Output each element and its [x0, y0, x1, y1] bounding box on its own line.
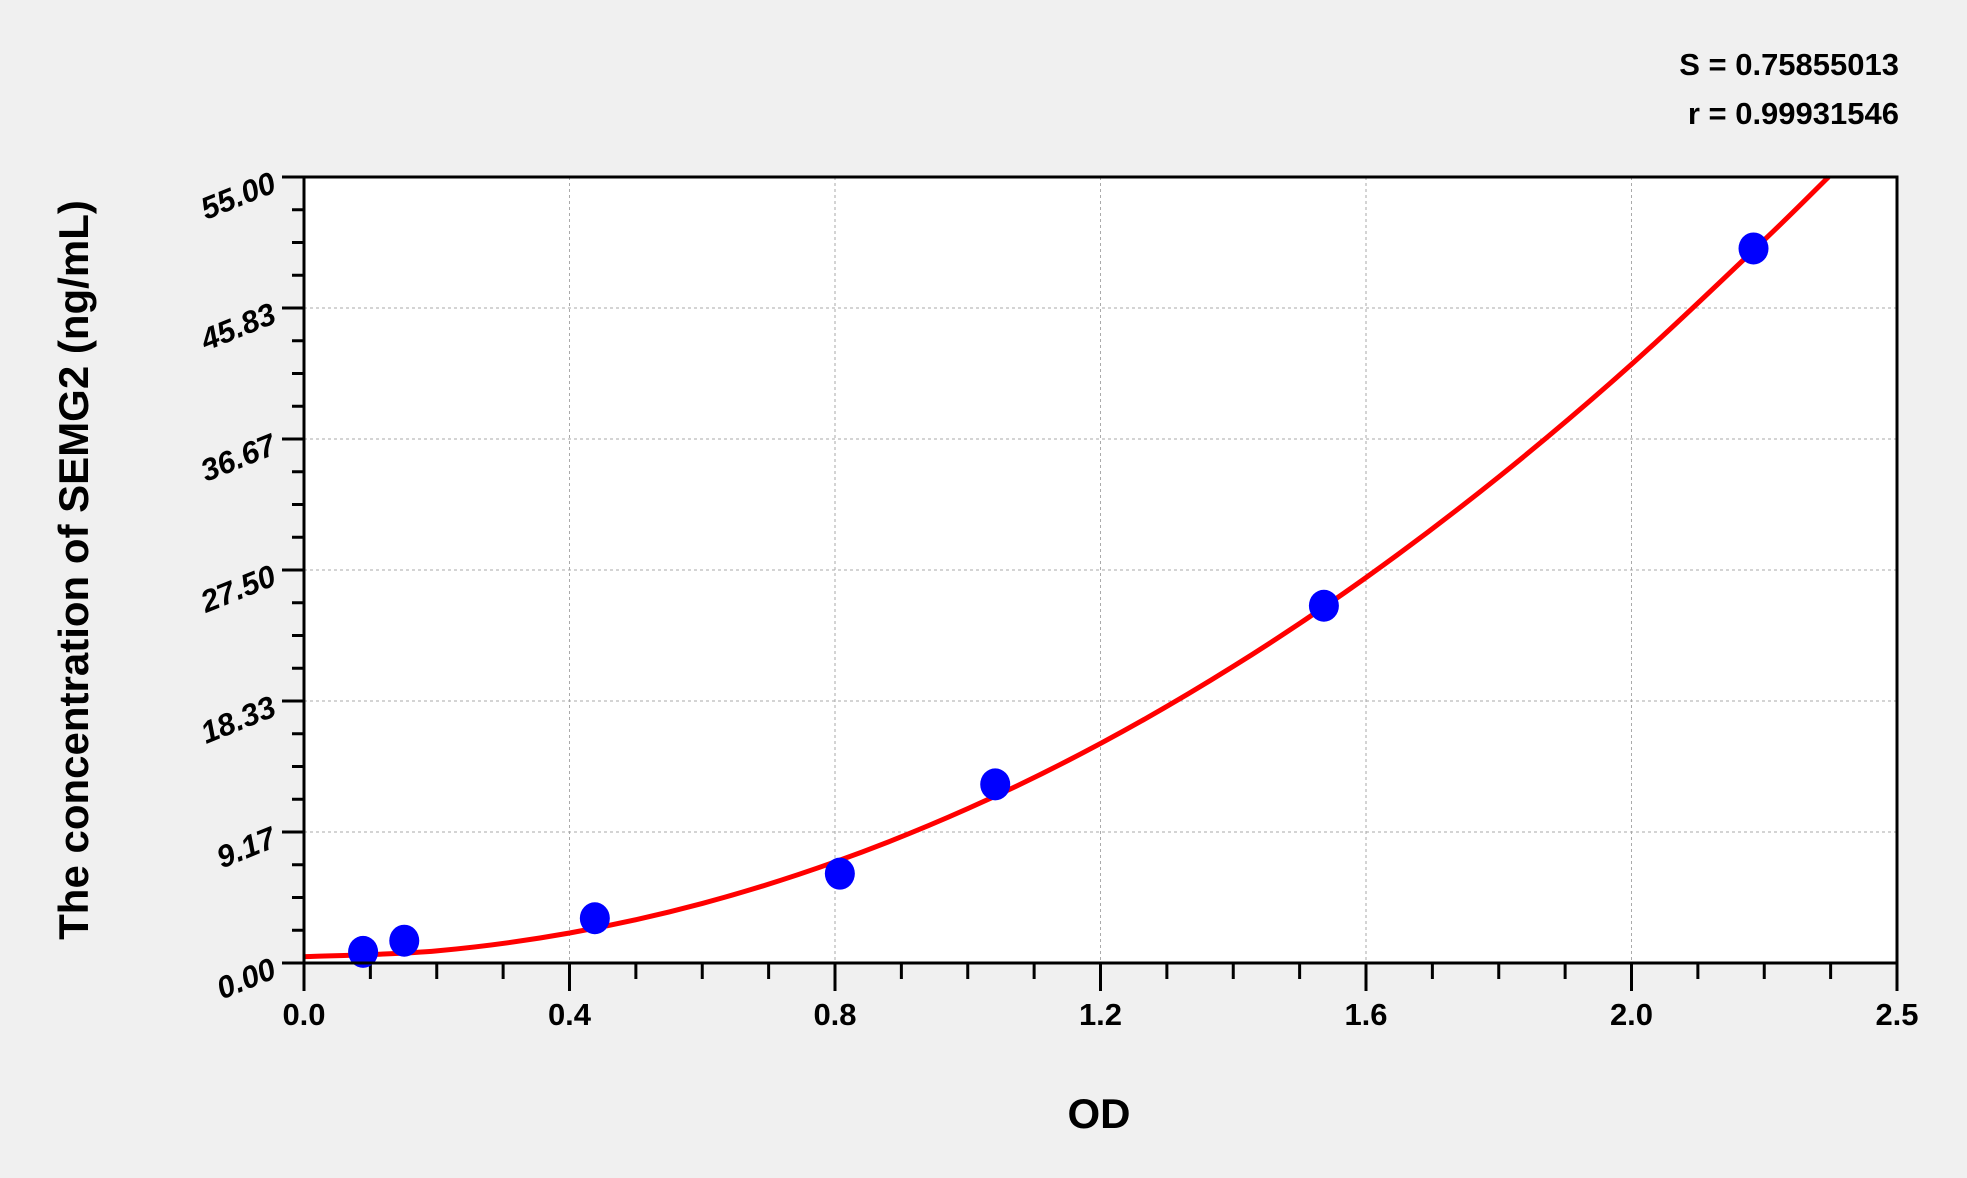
fit-curve [303, 175, 1831, 960]
y-tick-label: 55.00 [196, 165, 281, 227]
x-tick-label: 1.6 [1344, 997, 1387, 1032]
y-tick-label: 36.67 [196, 426, 283, 488]
x-tick-label: 2.5 [1875, 997, 1918, 1032]
x-tick-label: 0.0 [282, 997, 325, 1032]
y-tick-label: 27.50 [195, 558, 281, 620]
data-point [579, 902, 610, 935]
y-axis-label: The concentration of SEMG2 (ng/mL) [50, 200, 97, 940]
annotation-r: r = 0.99931546 [1688, 96, 1899, 131]
x-tick-label: 2.0 [1610, 997, 1653, 1032]
data-point [389, 924, 420, 957]
data-point [824, 857, 855, 890]
x-tick-label: 0.8 [813, 997, 856, 1032]
annotation-s: S = 0.75855013 [1679, 47, 1899, 82]
y-tick-label: 9.17 [212, 819, 283, 875]
x-tick-label: 1.2 [1079, 997, 1122, 1032]
x-tick-label: 0.4 [548, 997, 592, 1032]
data-point [1738, 232, 1769, 265]
plot-frame [302, 175, 1899, 965]
y-tick-label: 45.83 [195, 296, 281, 358]
y-tick-label: 18.33 [196, 689, 281, 751]
x-axis-label: OD [1068, 1090, 1131, 1137]
data-point [1308, 589, 1339, 622]
y-tick-label: 0.00 [212, 951, 281, 1006]
data-point [980, 768, 1011, 801]
data-point [348, 935, 379, 968]
